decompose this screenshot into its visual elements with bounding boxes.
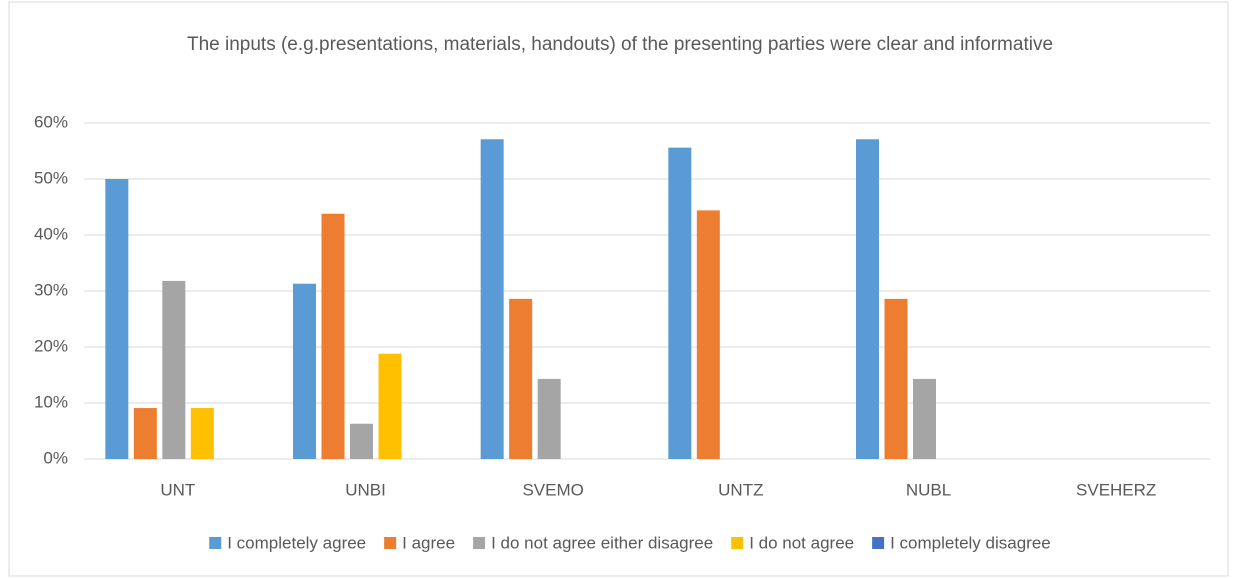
x-tick-label: UNT bbox=[160, 480, 195, 499]
legend-swatch bbox=[209, 537, 222, 549]
x-tick-label: SVEMO bbox=[522, 480, 583, 499]
chart-title: The inputs (e.g.presentations, materials… bbox=[186, 34, 1054, 55]
bar bbox=[668, 147, 692, 459]
bar bbox=[293, 283, 316, 459]
y-tick-label: 20% bbox=[34, 336, 68, 355]
bar bbox=[378, 353, 402, 459]
legend-swatch bbox=[731, 537, 744, 549]
bar bbox=[696, 210, 720, 459]
bar bbox=[480, 139, 504, 460]
legend-swatch bbox=[872, 537, 885, 549]
bar bbox=[509, 298, 533, 459]
bar bbox=[913, 378, 936, 459]
legend-swatch bbox=[384, 537, 397, 549]
bar bbox=[884, 298, 908, 459]
y-tick-label: 10% bbox=[34, 392, 68, 411]
legend-label: I do not agree bbox=[749, 533, 854, 552]
legend-label: I agree bbox=[402, 533, 455, 552]
y-tick-label: 30% bbox=[34, 280, 68, 299]
bar bbox=[350, 423, 373, 459]
legend-label: I completely agree bbox=[227, 533, 366, 552]
x-tick-label: UNTZ bbox=[718, 480, 763, 499]
bar bbox=[105, 179, 129, 459]
legend-label: I do not agree either disagree bbox=[491, 533, 713, 552]
bar bbox=[537, 378, 561, 459]
y-tick-label: 40% bbox=[34, 224, 68, 243]
bar bbox=[190, 408, 214, 459]
legend-label: I completely disagree bbox=[890, 533, 1051, 552]
y-tick-label: 60% bbox=[34, 112, 68, 131]
x-tick-label: NUBL bbox=[906, 480, 951, 499]
x-tick-label: SVEHERZ bbox=[1076, 480, 1156, 499]
bar bbox=[856, 139, 879, 460]
y-tick-label: 0% bbox=[43, 448, 68, 467]
y-tick-label: 50% bbox=[34, 168, 68, 187]
bar bbox=[133, 408, 157, 459]
chart-border bbox=[8, 1, 1229, 577]
bar bbox=[162, 280, 186, 459]
x-tick-label: UNBI bbox=[345, 480, 386, 499]
bar bbox=[321, 213, 345, 459]
legend-swatch bbox=[473, 537, 486, 549]
